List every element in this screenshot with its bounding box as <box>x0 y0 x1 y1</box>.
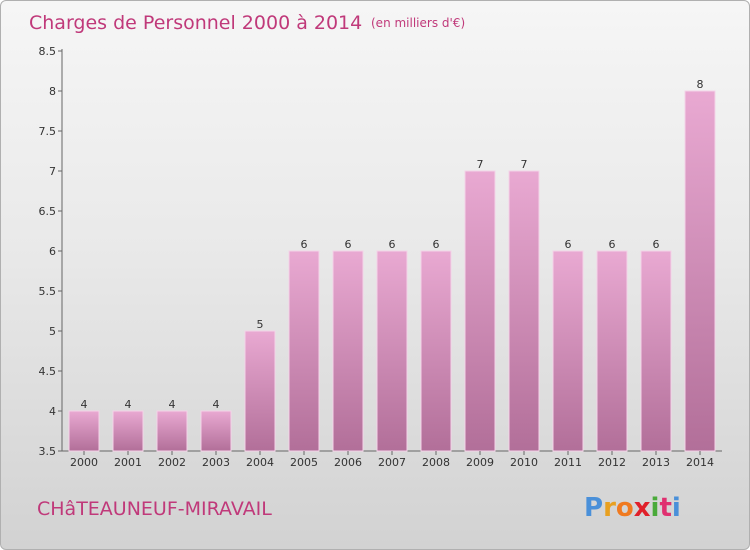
y-tick-label: 5 <box>49 325 56 338</box>
x-tick-label: 2009 <box>466 456 494 469</box>
brand-letter: t <box>659 493 671 523</box>
brand-letter: x <box>634 493 651 523</box>
y-tick-label: 6.5 <box>39 205 57 218</box>
x-tick-label: 2004 <box>246 456 274 469</box>
bar-value-label: 4 <box>81 398 88 411</box>
brand-letter: i <box>651 493 660 523</box>
bar <box>508 170 540 452</box>
y-tick-label: 4 <box>49 405 56 418</box>
y-tick-label: 8.5 <box>39 45 57 58</box>
y-tick-label: 7.5 <box>39 125 57 138</box>
bar <box>552 250 584 452</box>
bar-value-label: 6 <box>389 238 396 251</box>
bar <box>332 250 364 452</box>
bar <box>376 250 408 452</box>
bar <box>288 250 320 452</box>
brand-letter: P <box>584 493 603 523</box>
proxiti-logo: Proxiti <box>584 493 681 523</box>
plot-area: 3.5 4 4.5 5 5.5 6 6.5 7 7.5 8 8.5 4 2000 4 2001 4 2002 4 2… <box>39 45 722 469</box>
bar-value-label: 6 <box>565 238 572 251</box>
bar <box>68 410 100 452</box>
brand-letter: o <box>616 493 634 523</box>
chart-title: Charges de Personnel 2000 à 2014 <box>29 12 362 34</box>
y-tick-label: 5.5 <box>39 285 57 298</box>
bar-value-label: 8 <box>697 78 704 91</box>
x-tick-label: 2010 <box>510 456 538 469</box>
bar-value-label: 6 <box>301 238 308 251</box>
x-tick-label: 2012 <box>598 456 626 469</box>
bar-value-label: 5 <box>257 318 264 331</box>
bar <box>156 410 188 452</box>
bar-value-label: 4 <box>125 398 132 411</box>
bar <box>464 170 496 452</box>
x-tick-label: 2013 <box>642 456 670 469</box>
x-tick-label: 2003 <box>202 456 230 469</box>
bar <box>640 250 672 452</box>
bar <box>596 250 628 452</box>
x-tick-label: 2000 <box>70 456 98 469</box>
bar-value-label: 4 <box>169 398 176 411</box>
bar-value-label: 6 <box>433 238 440 251</box>
bar-value-label: 7 <box>477 158 484 171</box>
y-tick-label: 6 <box>49 245 56 258</box>
bar-value-label: 6 <box>653 238 660 251</box>
bar <box>244 330 276 452</box>
x-tick-label: 2005 <box>290 456 318 469</box>
y-tick-label: 8 <box>49 85 56 98</box>
x-tick-label: 2007 <box>378 456 406 469</box>
bar <box>684 90 716 452</box>
bar-value-label: 6 <box>345 238 352 251</box>
chart-unit-note: (en milliers d'€) <box>371 16 465 30</box>
bar <box>200 410 232 452</box>
y-tick-label: 7 <box>49 165 56 178</box>
commune-name: CHâTEAUNEUF-MIRAVAIL <box>37 498 272 520</box>
bar <box>112 410 144 452</box>
brand-letter: i <box>672 493 681 523</box>
y-tick-label: 4.5 <box>39 365 57 378</box>
x-tick-label: 2011 <box>554 456 582 469</box>
x-tick-label: 2014 <box>686 456 714 469</box>
x-tick-label: 2002 <box>158 456 186 469</box>
x-tick-label: 2008 <box>422 456 450 469</box>
brand-letter: r <box>603 493 616 523</box>
bar-value-label: 6 <box>609 238 616 251</box>
bar-value-label: 4 <box>213 398 220 411</box>
bar-value-label: 7 <box>521 158 528 171</box>
x-tick-label: 2001 <box>114 456 142 469</box>
y-tick-label: 3.5 <box>39 445 57 458</box>
bar <box>420 250 452 452</box>
x-tick-label: 2006 <box>334 456 362 469</box>
